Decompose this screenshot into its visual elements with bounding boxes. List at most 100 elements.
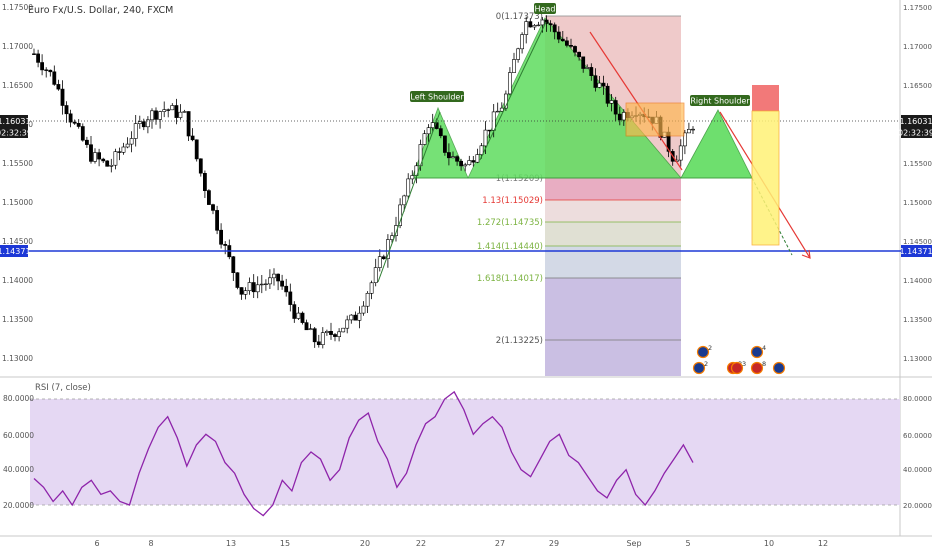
candle[interactable] [381, 256, 386, 260]
candle[interactable] [601, 82, 606, 87]
candle[interactable] [329, 330, 333, 335]
candle[interactable] [162, 109, 167, 112]
candle[interactable] [272, 273, 276, 279]
candle[interactable] [487, 129, 492, 132]
candle[interactable] [573, 46, 577, 53]
candle[interactable] [569, 44, 573, 47]
candle[interactable] [402, 195, 407, 206]
candle[interactable] [593, 75, 598, 88]
us-flag-event-icon[interactable] [750, 361, 764, 375]
candle[interactable] [678, 145, 683, 161]
candle[interactable] [361, 305, 366, 314]
candle[interactable] [154, 110, 158, 120]
candle[interactable] [117, 151, 122, 153]
eu-flag-event-icon[interactable] [750, 345, 764, 359]
candle[interactable] [324, 330, 329, 333]
candle[interactable] [373, 267, 378, 284]
rising-trendline-head[interactable] [479, 21, 547, 161]
candle[interactable] [190, 135, 195, 141]
candle[interactable] [560, 38, 565, 42]
candle[interactable] [101, 158, 106, 162]
head-and-shoulders-pattern[interactable] [411, 17, 753, 179]
candle[interactable] [581, 56, 586, 69]
candle[interactable] [178, 111, 183, 118]
candle[interactable] [552, 24, 557, 33]
candle[interactable] [499, 107, 504, 112]
candle[interactable] [68, 113, 73, 123]
candle[interactable] [556, 31, 561, 40]
candle[interactable] [503, 93, 508, 109]
candle[interactable] [585, 67, 590, 69]
candle[interactable] [76, 123, 81, 127]
rising-trendline-left[interactable] [377, 111, 441, 283]
candle[interactable] [182, 111, 187, 113]
candle[interactable] [251, 282, 256, 293]
candle[interactable] [48, 69, 53, 73]
target-zone[interactable] [751, 110, 780, 246]
candle[interactable] [320, 332, 325, 346]
candle[interactable] [589, 67, 594, 77]
candle[interactable] [398, 204, 403, 226]
candle[interactable] [540, 19, 545, 26]
candle[interactable] [316, 341, 321, 345]
candle[interactable] [304, 322, 309, 331]
candle[interactable] [203, 173, 207, 192]
candle[interactable] [292, 304, 297, 319]
candle[interactable] [32, 53, 36, 55]
candle[interactable] [137, 121, 142, 124]
candle[interactable] [471, 160, 476, 163]
candle[interactable] [215, 210, 220, 231]
candle[interactable] [337, 331, 342, 337]
candle[interactable] [247, 282, 252, 291]
candle[interactable] [341, 327, 346, 333]
candle[interactable] [150, 110, 154, 121]
candle[interactable] [141, 121, 146, 128]
candle[interactable] [109, 165, 114, 167]
candle[interactable] [597, 82, 602, 88]
candle[interactable] [146, 119, 150, 128]
candle[interactable] [158, 111, 163, 120]
candle[interactable] [52, 71, 57, 85]
us-flag-event-icon[interactable] [730, 361, 744, 375]
candle[interactable] [284, 285, 289, 293]
candle[interactable] [406, 178, 411, 197]
candle[interactable] [85, 139, 89, 145]
candle[interactable] [198, 158, 203, 174]
candle[interactable] [133, 123, 138, 139]
candle[interactable] [451, 156, 455, 159]
candle[interactable] [56, 84, 61, 90]
candle[interactable] [97, 152, 102, 160]
candle[interactable] [479, 145, 484, 155]
red-downtrend-line[interactable] [589, 31, 683, 171]
candle[interactable] [621, 112, 626, 121]
candle[interactable] [349, 314, 354, 321]
candle[interactable] [528, 21, 533, 28]
eu-flag-event-icon[interactable] [696, 345, 710, 359]
candle[interactable] [507, 72, 512, 95]
candle[interactable] [459, 160, 464, 167]
candle[interactable] [80, 126, 85, 141]
candle[interactable] [296, 312, 301, 319]
candle[interactable] [548, 23, 553, 26]
candle[interactable] [524, 21, 529, 35]
candle[interactable] [333, 334, 337, 337]
candle[interactable] [577, 51, 582, 58]
candle[interactable] [280, 280, 285, 287]
candle[interactable] [255, 284, 260, 293]
candle[interactable] [259, 283, 264, 286]
candle[interactable] [495, 110, 500, 113]
candle[interactable] [60, 88, 65, 106]
candle[interactable] [186, 111, 191, 137]
candle[interactable] [125, 143, 130, 148]
candle[interactable] [682, 132, 687, 147]
candle[interactable] [267, 277, 272, 285]
candle[interactable] [166, 109, 171, 111]
candle[interactable] [113, 151, 118, 166]
candle[interactable] [377, 256, 382, 268]
candle[interactable] [438, 128, 443, 137]
candle[interactable] [40, 62, 45, 71]
candle[interactable] [308, 328, 313, 331]
candle[interactable] [475, 154, 480, 163]
candle[interactable] [516, 48, 521, 60]
